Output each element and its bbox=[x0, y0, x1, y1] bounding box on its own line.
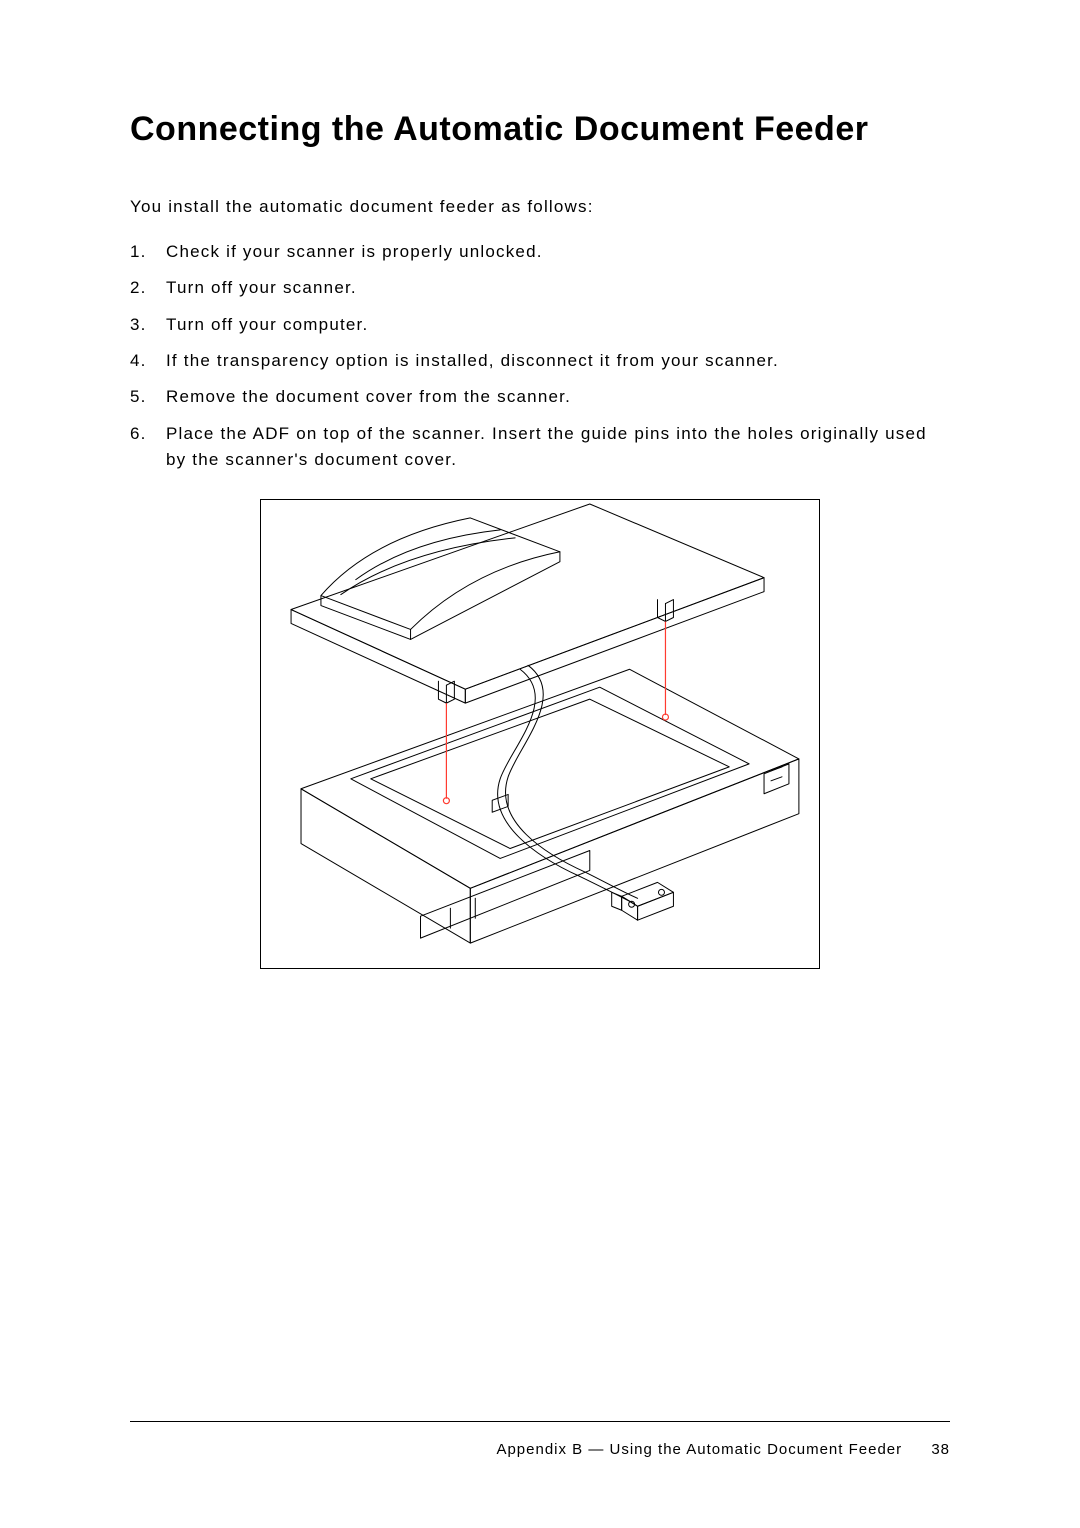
step-text: If the transparency option is installed,… bbox=[166, 351, 779, 370]
step-number: 1. bbox=[130, 239, 147, 265]
step-item: 6. Place the ADF on top of the scanner. … bbox=[130, 421, 950, 474]
step-number: 3. bbox=[130, 312, 147, 338]
step-item: 5. Remove the document cover from the sc… bbox=[130, 384, 950, 410]
step-text: Remove the document cover from the scann… bbox=[166, 387, 571, 406]
step-item: 3. Turn off your computer. bbox=[130, 312, 950, 338]
step-number: 5. bbox=[130, 384, 147, 410]
step-text: Turn off your scanner. bbox=[166, 278, 357, 297]
step-text: Check if your scanner is properly unlock… bbox=[166, 242, 543, 261]
step-item: 1. Check if your scanner is properly unl… bbox=[130, 239, 950, 265]
step-number: 6. bbox=[130, 421, 147, 447]
step-text: Place the ADF on top of the scanner. Ins… bbox=[166, 424, 927, 469]
intro-text: You install the automatic document feede… bbox=[130, 197, 950, 217]
step-item: 2. Turn off your scanner. bbox=[130, 275, 950, 301]
page-title: Connecting the Automatic Document Feeder bbox=[130, 110, 950, 149]
step-text: Turn off your computer. bbox=[166, 315, 368, 334]
adf-install-diagram bbox=[260, 499, 820, 969]
footer-page-number: 38 bbox=[931, 1441, 950, 1458]
page-footer: Appendix B — Using the Automatic Documen… bbox=[496, 1441, 950, 1458]
step-item: 4. If the transparency option is install… bbox=[130, 348, 950, 374]
step-number: 2. bbox=[130, 275, 147, 301]
footer-label: Appendix B — Using the Automatic Documen… bbox=[496, 1441, 902, 1458]
footer-rule bbox=[130, 1421, 950, 1422]
install-steps: 1. Check if your scanner is properly unl… bbox=[130, 239, 950, 473]
step-number: 4. bbox=[130, 348, 147, 374]
